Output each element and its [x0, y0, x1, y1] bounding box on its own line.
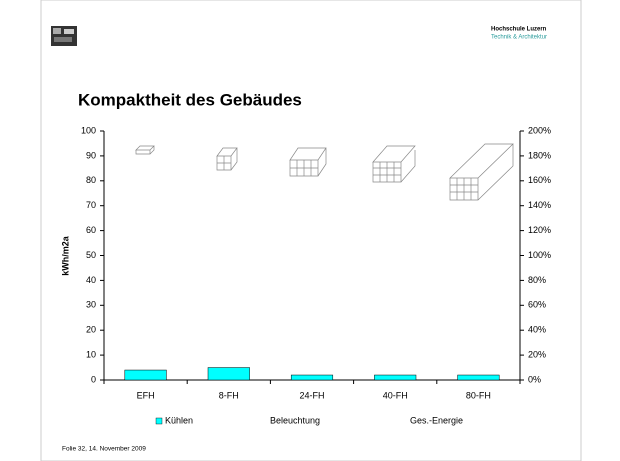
y-tick-label: 10: [86, 349, 96, 359]
y2-tick-label: 0%: [528, 374, 541, 384]
slide-title: Kompaktheit des Gebäudes: [78, 90, 302, 109]
slide-frame: [40, 0, 582, 461]
y-tick-label: 20: [86, 325, 96, 335]
x-tick-label: 80-FH: [466, 390, 491, 400]
y2-tick-label: 180%: [528, 150, 551, 160]
y-tick-label: 100: [81, 125, 96, 135]
y-tick-label: 0: [91, 374, 96, 384]
x-tick-label: 8-FH: [219, 390, 239, 400]
y2-tick-label: 100%: [528, 250, 551, 260]
y2-tick-label: 60%: [528, 300, 546, 310]
y2-tick-label: 40%: [528, 325, 546, 335]
bar: [207, 367, 250, 381]
y-tick-label: 50: [86, 250, 96, 260]
legend-label: Ges.-Energie: [410, 415, 463, 425]
department: Technik & Architektur: [491, 35, 547, 41]
logo: [51, 26, 77, 46]
footer: Folie 32, 14. November 2009: [62, 446, 146, 453]
y-tick-label: 40: [86, 275, 96, 285]
y-tick-label: 60: [86, 225, 96, 235]
x-tick-label: 24-FH: [299, 390, 324, 400]
x-tick-label: 40-FH: [383, 390, 408, 400]
bar: [374, 374, 417, 381]
y-tick-label: 70: [86, 200, 96, 210]
y-axis-label: kWh/m2a: [60, 235, 70, 276]
y-tick-label: 90: [86, 150, 96, 160]
bar: [290, 374, 334, 381]
building-sketches: [135, 143, 514, 201]
y-tick-label: 30: [86, 300, 96, 310]
y2-tick-label: 20%: [528, 349, 546, 359]
y-tick-label: 80: [86, 175, 96, 185]
x-tick-label: EFH: [137, 390, 155, 400]
y2-tick-label: 140%: [528, 200, 551, 210]
legend-label: Kühlen: [165, 415, 193, 425]
institution: Hochschule Luzern: [491, 27, 547, 33]
y2-tick-label: 80%: [528, 275, 546, 285]
y2-tick-label: 160%: [528, 175, 551, 185]
bar: [124, 369, 167, 381]
legend-swatch: [155, 417, 163, 425]
y2-tick-label: 200%: [528, 125, 551, 135]
y2-tick-label: 120%: [528, 225, 551, 235]
bar: [457, 374, 500, 381]
legend-label: Beleuchtung: [270, 415, 320, 425]
